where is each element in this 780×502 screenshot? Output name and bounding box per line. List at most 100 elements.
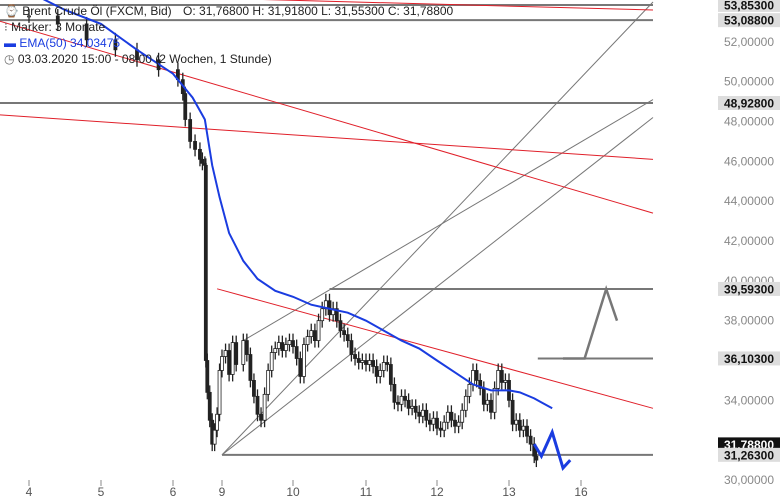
price-candle xyxy=(467,383,472,397)
period-line: ◷ 03.03.2020 15:00 - 08:00 (2 Wochen, 1 … xyxy=(4,51,453,67)
price-candle xyxy=(360,360,365,363)
price-candle xyxy=(230,342,235,375)
grey-line-1[interactable] xyxy=(221,117,654,456)
price-candle xyxy=(496,370,501,389)
level-label-box xyxy=(718,96,780,111)
level-label-box xyxy=(718,13,780,28)
price-candle xyxy=(215,413,220,431)
price-candle xyxy=(353,354,357,359)
projection-down-path xyxy=(532,427,572,472)
price-candle xyxy=(183,93,188,120)
price-candle xyxy=(481,387,486,405)
price-candle xyxy=(203,164,208,361)
price-candle xyxy=(255,395,260,415)
price-candle xyxy=(266,370,271,395)
red-trendline-2[interactable] xyxy=(0,110,654,160)
grey-line-2[interactable] xyxy=(243,99,654,342)
price-candle xyxy=(445,411,450,423)
price-candle xyxy=(248,354,253,381)
price-candle xyxy=(489,399,493,413)
ohlc-values: O: 31,76800 H: 31,91800 L: 31,55300 C: 3… xyxy=(183,4,454,18)
price-candle xyxy=(316,320,321,341)
x-tick-label: 9 xyxy=(219,485,226,499)
grey-line-0[interactable] xyxy=(221,1,654,456)
price-candle xyxy=(55,15,60,25)
price-candle xyxy=(269,352,274,371)
price-candle xyxy=(223,350,228,357)
price-candle xyxy=(399,395,404,405)
y-tick-label: 34,00000 xyxy=(724,393,774,407)
level-label-box xyxy=(718,281,780,296)
price-candle xyxy=(305,336,310,345)
price-candle xyxy=(424,409,429,421)
price-candle xyxy=(371,360,376,367)
y-tick-label: 44,00000 xyxy=(724,194,774,208)
level-label: 36,10300 xyxy=(724,352,774,366)
price-candle xyxy=(528,435,533,445)
price-candle xyxy=(241,340,246,365)
price-candle xyxy=(449,411,454,421)
x-tick-label: 11 xyxy=(360,485,373,499)
y-tick-label: 30,00000 xyxy=(724,473,774,487)
ema-line[interactable]: ▬ EMA(50) 34,03475 xyxy=(4,35,453,51)
projection-up-path xyxy=(563,284,619,360)
y-tick-label: 46,00000 xyxy=(724,154,774,168)
ema50-line[interactable] xyxy=(29,0,553,410)
y-tick-label: 48,00000 xyxy=(724,114,774,128)
price-candle xyxy=(294,346,299,359)
x-tick-label: 10 xyxy=(286,485,300,499)
price-candle xyxy=(420,409,425,417)
price-candle xyxy=(514,419,519,425)
price-candle xyxy=(280,342,285,351)
price-candle xyxy=(220,356,224,371)
level-label: 39,59300 xyxy=(724,282,774,296)
x-tick-label: 13 xyxy=(502,485,516,499)
y-tick-label: 42,00000 xyxy=(724,234,774,248)
y-tick-label: 50,00000 xyxy=(724,75,774,89)
price-candle xyxy=(338,320,343,332)
price-candle xyxy=(474,370,479,381)
price-candle xyxy=(413,405,418,413)
price-candle xyxy=(471,370,475,385)
price-candle xyxy=(521,425,526,431)
price-candle xyxy=(342,330,347,336)
price-candle xyxy=(200,158,205,164)
ema-label: EMA(50) 34,03475 xyxy=(19,36,121,50)
price-candle xyxy=(349,340,354,355)
price-candle xyxy=(309,330,314,337)
level-label-box xyxy=(718,447,780,462)
red-trendline-0[interactable] xyxy=(216,288,654,409)
red-trendline-1[interactable] xyxy=(0,0,654,214)
price-candle xyxy=(252,380,256,397)
price-candle xyxy=(262,393,267,421)
price-candle xyxy=(492,387,497,413)
x-tick-label: 16 xyxy=(574,485,588,499)
price-candle xyxy=(431,417,436,425)
price-candle xyxy=(273,348,278,353)
level-label-box xyxy=(718,351,780,366)
red-trendline-3[interactable] xyxy=(207,0,654,11)
price-candle xyxy=(442,421,447,431)
price-candle xyxy=(217,370,222,415)
price-candle xyxy=(84,23,89,41)
price-candle xyxy=(381,362,386,371)
price-candle xyxy=(417,411,422,417)
price-candle xyxy=(227,350,232,375)
price-candle xyxy=(298,358,303,377)
price-candle xyxy=(499,370,504,383)
x-tick-label: 4 xyxy=(26,485,33,499)
price-candle xyxy=(207,391,212,421)
price-candle xyxy=(503,380,508,383)
clock-icon: ⌚ xyxy=(4,4,19,18)
price-candle xyxy=(113,39,118,51)
level-label: 31,26300 xyxy=(724,448,774,462)
price-candle xyxy=(388,364,393,385)
level-label: 48,92800 xyxy=(724,97,774,111)
price-candle xyxy=(276,342,281,349)
price-candle xyxy=(356,358,361,363)
price-candle xyxy=(27,15,31,18)
price-candle xyxy=(485,399,490,405)
price-candle xyxy=(188,119,193,142)
